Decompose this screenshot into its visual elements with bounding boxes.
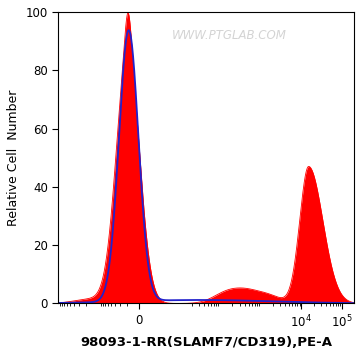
Text: WWW.PTGLAB.COM: WWW.PTGLAB.COM [172,30,287,42]
X-axis label: 98093-1-RR(SLAMF7/CD319),PE-A: 98093-1-RR(SLAMF7/CD319),PE-A [80,336,332,349]
Y-axis label: Relative Cell  Number: Relative Cell Number [7,89,20,226]
